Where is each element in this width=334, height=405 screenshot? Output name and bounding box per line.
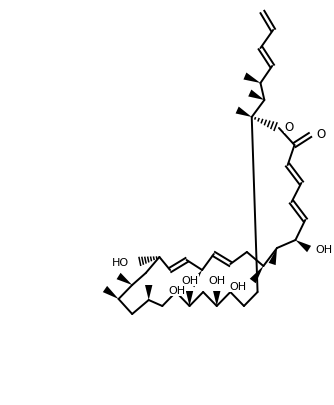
Text: OH: OH xyxy=(169,285,186,295)
Polygon shape xyxy=(145,285,152,300)
Text: HO: HO xyxy=(112,257,129,267)
Text: OH: OH xyxy=(181,275,198,285)
Polygon shape xyxy=(117,273,132,285)
Polygon shape xyxy=(248,90,265,101)
Polygon shape xyxy=(188,270,202,288)
Polygon shape xyxy=(235,107,252,118)
Polygon shape xyxy=(296,241,311,253)
Polygon shape xyxy=(213,291,220,306)
Text: OH: OH xyxy=(230,281,247,291)
Polygon shape xyxy=(269,248,277,266)
Text: OH: OH xyxy=(208,275,225,285)
Text: O: O xyxy=(285,120,294,133)
Text: O: O xyxy=(316,127,325,140)
Polygon shape xyxy=(250,266,264,284)
Polygon shape xyxy=(186,291,193,306)
Polygon shape xyxy=(103,286,119,299)
Text: OH: OH xyxy=(315,244,332,254)
Polygon shape xyxy=(243,73,261,84)
